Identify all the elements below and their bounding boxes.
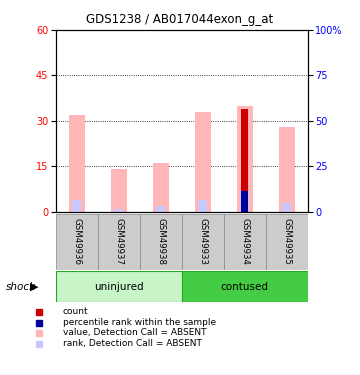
Bar xyxy=(279,127,295,212)
Bar xyxy=(242,109,248,212)
Bar xyxy=(266,214,308,270)
Text: shock: shock xyxy=(5,282,36,291)
Bar xyxy=(237,106,253,212)
Text: GSM49935: GSM49935 xyxy=(282,218,291,266)
Bar xyxy=(69,115,85,212)
Bar xyxy=(72,200,81,212)
Text: count: count xyxy=(63,308,89,316)
Text: GSM49934: GSM49934 xyxy=(240,218,249,266)
Text: uninjured: uninjured xyxy=(94,282,144,291)
Bar xyxy=(224,214,266,270)
Text: GSM49933: GSM49933 xyxy=(198,218,207,266)
Bar xyxy=(156,206,165,212)
Bar xyxy=(182,214,224,270)
Text: GDS1238 / AB017044exon_g_at: GDS1238 / AB017044exon_g_at xyxy=(86,13,274,26)
Bar xyxy=(153,164,169,212)
Bar xyxy=(114,209,123,212)
Bar xyxy=(198,200,207,212)
Text: contused: contused xyxy=(221,282,269,291)
Bar xyxy=(140,214,182,270)
Bar xyxy=(111,170,127,212)
Text: GSM49937: GSM49937 xyxy=(114,218,123,266)
Bar xyxy=(56,214,98,270)
Bar xyxy=(182,271,308,302)
Text: ▶: ▶ xyxy=(30,282,39,291)
Bar xyxy=(282,203,291,212)
Bar xyxy=(240,190,249,212)
Bar xyxy=(195,112,211,212)
Bar xyxy=(56,271,182,302)
Bar xyxy=(98,214,140,270)
Text: percentile rank within the sample: percentile rank within the sample xyxy=(63,318,216,327)
Text: rank, Detection Call = ABSENT: rank, Detection Call = ABSENT xyxy=(63,339,202,348)
Text: GSM49938: GSM49938 xyxy=(156,218,165,266)
Text: value, Detection Call = ABSENT: value, Detection Call = ABSENT xyxy=(63,328,207,338)
Text: GSM49936: GSM49936 xyxy=(72,218,81,266)
Bar xyxy=(242,190,248,212)
